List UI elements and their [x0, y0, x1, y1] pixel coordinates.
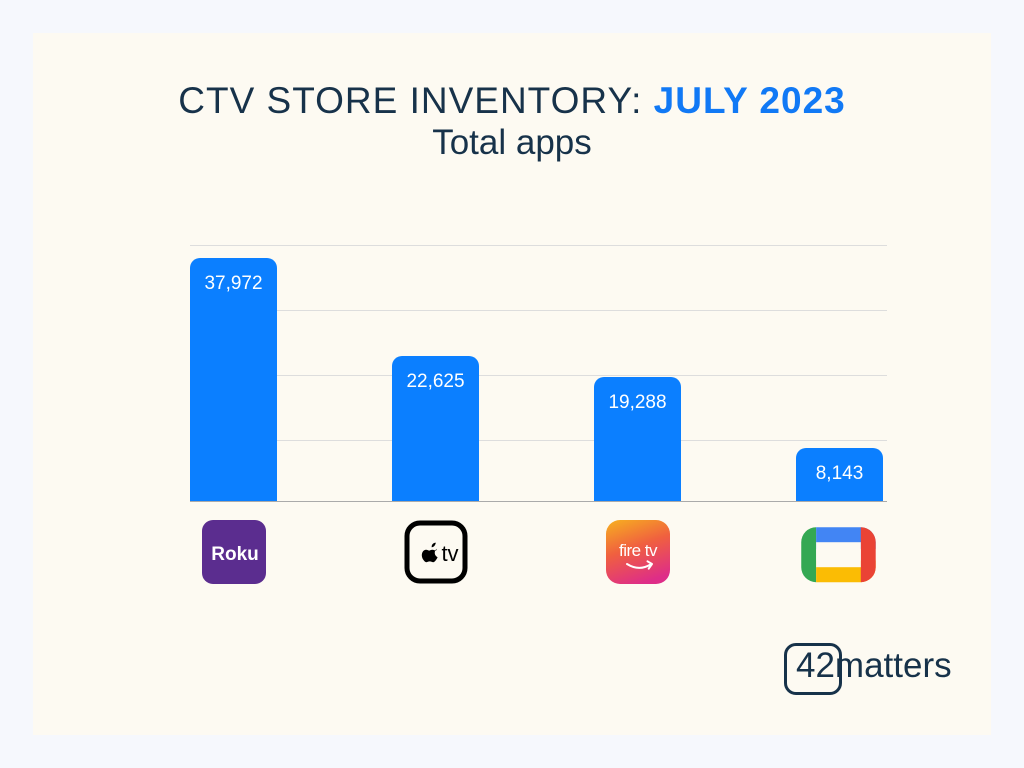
svg-text:Roku: Roku — [211, 544, 259, 565]
svg-text:tv: tv — [441, 541, 458, 566]
svg-text:fire tv: fire tv — [619, 541, 658, 560]
